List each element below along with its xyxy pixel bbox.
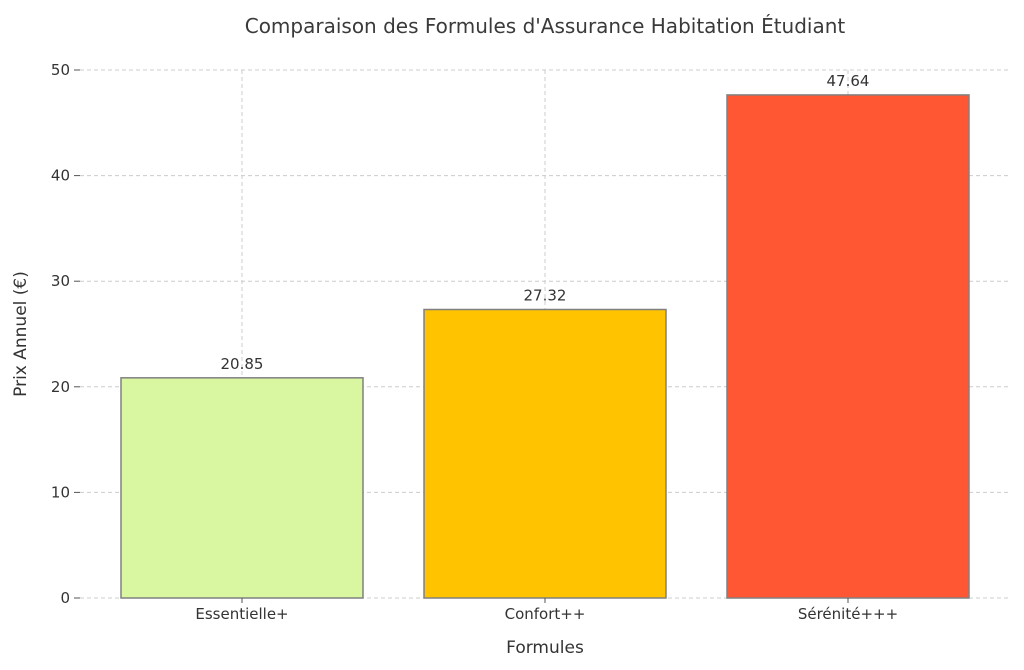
x-tick-label: Confort++ [505, 605, 586, 623]
data-label: 20.85 [221, 355, 264, 373]
data-label: 27.32 [524, 287, 567, 305]
y-tick-label: 10 [51, 483, 70, 501]
y-tick-label: 50 [51, 61, 70, 79]
y-axis-ticks: 0 10 20 30 40 50 [51, 61, 80, 607]
y-tick-label: 40 [51, 167, 70, 185]
bar-1 [120, 377, 364, 599]
x-tick-label: Essentielle+ [195, 605, 288, 623]
chart-title: Comparaison des Formules d'Assurance Hab… [245, 14, 846, 38]
bar-2 [423, 308, 667, 599]
y-tick-label: 20 [51, 378, 70, 396]
bar-3 [726, 94, 970, 599]
y-tick-label: 0 [60, 589, 70, 607]
data-label: 47.64 [827, 72, 870, 90]
x-axis-label: Formules [506, 638, 584, 658]
bars-group [120, 94, 970, 599]
x-tick-label: Sérénité+++ [798, 605, 898, 623]
y-axis-label: Prix Annuel (€) [11, 271, 31, 397]
y-tick-label: 30 [51, 272, 70, 290]
x-axis-ticks: Essentielle+ Confort++ Sérénité+++ [195, 598, 898, 623]
data-labels: 20.85 27.32 47.64 [221, 72, 870, 373]
